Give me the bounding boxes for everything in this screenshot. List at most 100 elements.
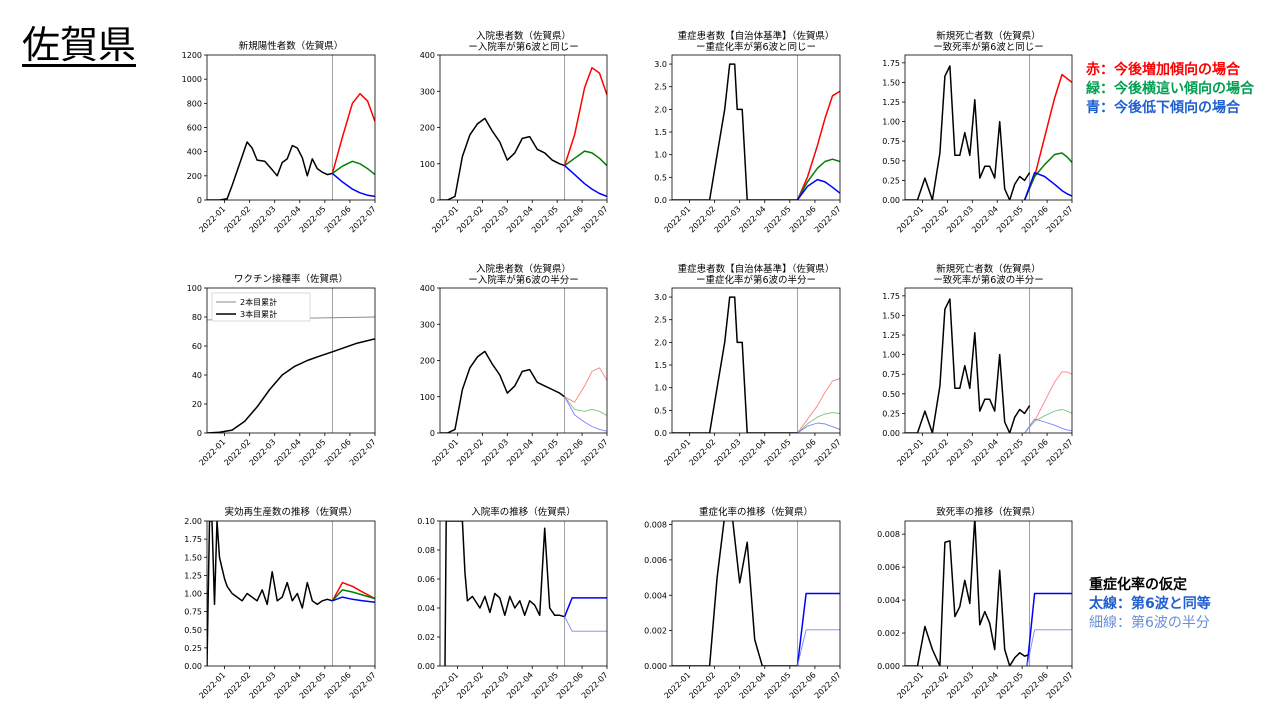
y-tick-label: 0.000 (877, 662, 900, 671)
chart-subtitle: ー入院率が第6波と同じー (468, 41, 579, 53)
series-group (207, 92, 375, 200)
y-tick-label: 1200 (182, 51, 202, 60)
y-tick-label: 400 (420, 284, 435, 293)
y-tick-label: 0.25 (882, 409, 900, 418)
series-line (331, 160, 375, 176)
chart-title: 新規死亡者数（佐賀県） (936, 30, 1041, 42)
chart-title: 重症患者数【自治体基準】（佐賀県） (678, 263, 835, 275)
x-tick-label: 2022-03 (248, 204, 278, 234)
plot-frame (904, 287, 1073, 434)
chart-10: 入院率の推移（佐賀県） 0.00 0.02 0.04 0.06 0.08 0.10 2022-… (417, 506, 610, 700)
x-tick-label: 2022-06 (788, 437, 818, 467)
scenario-legend: 赤：今後増加傾向の場合 緑：今後横這い傾向の場合 青：今後低下傾向の場合 (1086, 61, 1254, 118)
x-tick-label: 2022-05 (298, 670, 328, 700)
plot-frame (904, 520, 1073, 667)
series-line (1023, 171, 1072, 200)
series-line (796, 592, 840, 666)
y-tick-label: 0 (197, 429, 202, 438)
y-tick-label: 0.002 (877, 629, 900, 638)
x-tick-label: 2022-05 (298, 204, 328, 234)
series-group (207, 316, 375, 433)
series-group (207, 521, 375, 666)
series-group (905, 521, 1072, 666)
series-line (796, 178, 840, 200)
chart-subtitle: ー重症化率が第6波の半分ー (696, 274, 816, 286)
y-tick-label: 100 (420, 160, 435, 169)
series-line (905, 298, 1031, 433)
plot-frame (904, 54, 1073, 201)
plot-frame (439, 54, 608, 201)
x-tick-label: 2022-04 (273, 204, 303, 234)
series-line (440, 350, 566, 433)
legend-green-scenario: 緑：今後横這い傾向の場合 (1086, 81, 1254, 97)
legend-label: 2本目累計 (240, 297, 277, 307)
y-tick-label: 1.25 (882, 331, 900, 340)
y-tick-label: 1000 (182, 75, 202, 84)
y-tick-label: 0.02 (417, 633, 435, 642)
y-tick-label: 0.00 (882, 196, 900, 205)
series-line (672, 63, 798, 200)
x-tick-label: 2022-07 (1045, 204, 1075, 234)
y-tick-label: 1.0 (654, 384, 667, 393)
chart-11: 重症化率の推移（佐賀県） 0.000 0.002 0.004 0.006 0.008 202… (644, 506, 843, 700)
severity-assumption-legend: 重症化率の仮定 太線：第6波と同等 細線：第6波の半分 (1089, 576, 1211, 633)
page-title: 佐賀県 (22, 23, 137, 67)
x-tick-label: 2022-04 (273, 437, 303, 467)
assumption-title: 重症化率の仮定 (1089, 577, 1187, 593)
series-line (905, 65, 1031, 200)
x-tick-label: 2022-02 (222, 204, 252, 234)
y-tick-label: 0.006 (644, 556, 667, 565)
y-tick-label: 1.5 (654, 128, 667, 137)
y-tick-label: 0.50 (184, 626, 202, 635)
y-tick-label: 0.004 (644, 591, 667, 600)
series-line (332, 596, 375, 603)
x-tick-label: 2022-06 (788, 670, 818, 700)
x-tick-label: 2022-04 (273, 670, 303, 700)
series-group (440, 66, 607, 200)
x-tick-label: 2022-07 (580, 204, 610, 234)
y-tick-label: 1.75 (184, 535, 202, 544)
x-tick-label: 2022-02 (687, 204, 717, 234)
y-tick-label: 0.008 (877, 530, 900, 539)
y-tick-label: 20 (192, 400, 202, 409)
chart-subtitle: ー致死率が第6波と同じー (933, 41, 1044, 53)
y-tick-label: 0.04 (417, 604, 435, 613)
legend-box (211, 292, 311, 322)
y-tick-label: 1.00 (882, 118, 900, 127)
series-line (207, 521, 333, 666)
x-tick-label: 2022-07 (1045, 437, 1075, 467)
series-line (563, 597, 607, 617)
x-tick-label: 2022-01 (197, 437, 227, 467)
chart-title: 重症患者数【自治体基準】（佐賀県） (678, 30, 835, 42)
x-tick-label: 2022-01 (197, 670, 227, 700)
series-line (331, 581, 375, 602)
y-tick-label: 3.0 (654, 60, 667, 69)
x-tick-label: 2022-01 (197, 204, 227, 234)
chart-subtitle: ー致死率が第6波の半分ー (933, 274, 1044, 286)
x-tick-label: 2022-07 (813, 204, 843, 234)
y-tick-label: 0.00 (882, 429, 900, 438)
plot-frame (671, 54, 841, 201)
chart-9: 実効再生産数の推移（佐賀県） 0.00 0.25 0.50 0.75 1.00 1.25 1.… (184, 506, 378, 700)
chart-subtitle: ー重症化率が第6波と同じー (696, 41, 816, 53)
y-tick-label: 1.00 (882, 351, 900, 360)
y-tick-label: 40 (192, 371, 202, 380)
series-line (672, 521, 798, 666)
y-tick-label: 0.10 (417, 517, 435, 526)
chart-7: 重症患者数【自治体基準】（佐賀県）ー重症化率が第6波の半分ー 0.0 0.5 1.0 1… (654, 263, 843, 467)
y-tick-label: 0.50 (882, 157, 900, 166)
y-tick-label: 0.75 (882, 370, 900, 379)
y-tick-label: 0.008 (644, 521, 667, 530)
x-tick-label: 2022-02 (222, 437, 252, 467)
series-line (905, 521, 1030, 666)
plot-frame (206, 54, 376, 201)
y-tick-label: 0.25 (882, 176, 900, 185)
series-line (1024, 418, 1072, 433)
chart-1: 新規陽性者数（佐賀県）0200400600800100012002022-012… (182, 40, 378, 234)
series-line (1026, 592, 1072, 666)
x-tick-label: 2022-07 (813, 437, 843, 467)
y-tick-label: 2.5 (654, 83, 667, 92)
y-tick-label: 0 (430, 196, 435, 205)
series-line (797, 422, 840, 433)
y-tick-label: 0.25 (184, 644, 202, 653)
